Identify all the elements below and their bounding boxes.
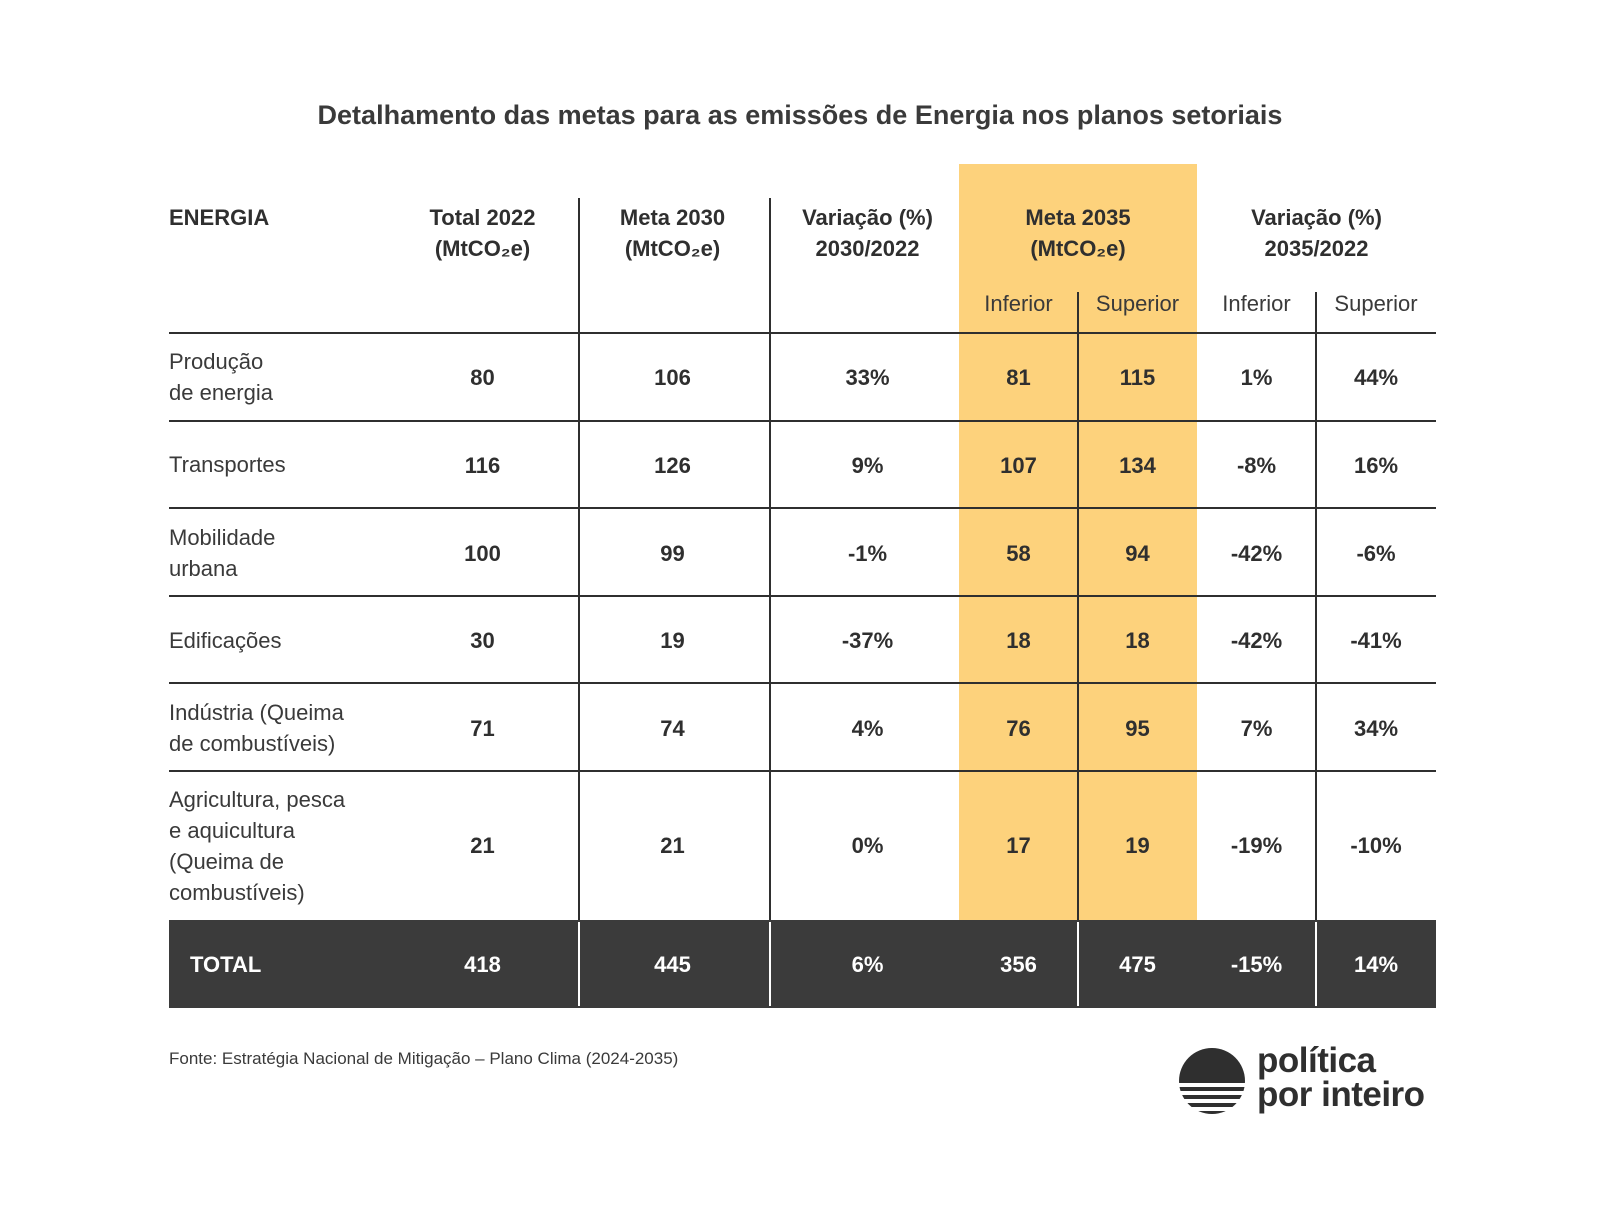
row-label: Produção de energia	[169, 349, 273, 405]
cell-total-2022: 21	[470, 833, 495, 858]
subheader-meta-superior: Superior	[1095, 291, 1180, 316]
column-divider	[578, 922, 580, 1006]
total-meta-2030: 445	[654, 952, 691, 977]
cell-meta-2035-inferior: 81	[1006, 365, 1031, 390]
cell-variacao-2035-superior: 44%	[1353, 365, 1399, 390]
row-label: Agricultura, pesca e aquicultura (Queima d…	[169, 787, 346, 905]
row-divider	[169, 420, 1436, 422]
row-label: Transportes	[169, 452, 286, 477]
cell-meta-2035-superior: 18	[1125, 628, 1150, 653]
header-energia: ENERGIA	[169, 205, 270, 230]
column-divider	[578, 198, 580, 920]
row-label: Edificações	[169, 628, 282, 653]
cell-meta-2035-superior: 19	[1125, 833, 1150, 858]
total-meta-2035-superior: 475	[1119, 952, 1156, 977]
cell-meta-2035-superior: 115	[1119, 365, 1156, 390]
cell-variacao-2030: 9%	[851, 453, 884, 478]
total-variacao-2030: 6%	[851, 952, 884, 977]
total-variacao-2035-superior: 14%	[1353, 952, 1399, 977]
row-label: Mobilidade urbana	[169, 525, 276, 581]
cell-meta-2035-superior: 95	[1125, 716, 1150, 741]
cell-meta-2035-inferior: 17	[1006, 833, 1031, 858]
column-divider	[1315, 292, 1317, 920]
total-label: TOTAL	[190, 952, 262, 977]
total-variacao-2035-inferior: -15%	[1230, 952, 1283, 977]
cell-variacao-2035-superior: -41%	[1350, 628, 1402, 653]
cell-meta-2035-superior: 134	[1119, 453, 1156, 478]
cell-variacao-2030: -1%	[847, 541, 888, 566]
logo-wordmark: política por inteiro	[1257, 1041, 1425, 1114]
cell-variacao-2035-superior: -10%	[1350, 833, 1402, 858]
cell-variacao-2035-superior: 16%	[1353, 453, 1399, 478]
cell-meta-2030: 106	[654, 365, 691, 390]
cell-variacao-2035-inferior: 7%	[1240, 716, 1273, 741]
header-meta-2035: Meta 2035 (MtCO₂e)	[1025, 205, 1131, 261]
total-meta-2035-inferior: 356	[1000, 952, 1037, 977]
cell-variacao-2035-inferior: -19%	[1230, 833, 1283, 858]
cell-meta-2035-superior: 94	[1125, 541, 1150, 566]
source-note: Fonte: Estratégia Nacional de Mitigação …	[169, 1049, 679, 1068]
cell-meta-2035-inferior: 18	[1006, 628, 1031, 653]
cell-meta-2030: 99	[660, 541, 685, 566]
header-variacao-2035: Variação (%) 2035/2022	[1251, 205, 1382, 261]
row-divider	[169, 595, 1436, 597]
cell-variacao-2035-inferior: -42%	[1230, 541, 1283, 566]
cell-variacao-2035-inferior: 1%	[1240, 365, 1273, 390]
logo-sun-icon	[1179, 1048, 1245, 1114]
subheader-var-superior: Superior	[1334, 291, 1418, 316]
header-meta-2030: Meta 2030 (MtCO₂e)	[619, 205, 726, 261]
cell-meta-2030: 74	[660, 716, 685, 741]
row-divider	[169, 507, 1436, 509]
column-divider	[769, 198, 771, 920]
row-divider	[169, 770, 1436, 772]
row-label: Indústria (Queima de combustíveis)	[169, 700, 344, 756]
cell-variacao-2035-inferior: -8%	[1236, 453, 1277, 478]
cell-variacao-2035-superior: -6%	[1356, 541, 1396, 566]
cell-variacao-2030: -37%	[841, 628, 894, 653]
cell-meta-2035-inferior: 107	[1000, 453, 1037, 478]
cell-meta-2030: 126	[654, 453, 691, 478]
column-divider	[1315, 922, 1317, 1006]
cell-variacao-2030: 4%	[851, 716, 884, 741]
row-divider	[169, 332, 1436, 334]
cell-variacao-2035-superior: 34%	[1353, 716, 1399, 741]
total-total-2022: 418	[464, 952, 501, 977]
cell-variacao-2030: 0%	[851, 833, 884, 858]
column-divider	[1077, 922, 1079, 1006]
header-variacao-2030: Variação (%) 2030/2022	[802, 205, 933, 261]
cell-variacao-2030: 33%	[845, 365, 890, 390]
column-divider	[1077, 292, 1079, 920]
cell-total-2022: 80	[470, 365, 495, 390]
header-total-2022: Total 2022 (MtCO₂e)	[429, 205, 536, 261]
cell-meta-2030: 19	[660, 628, 685, 653]
total-row	[169, 920, 1436, 1008]
column-divider	[769, 922, 771, 1006]
cell-meta-2035-inferior: 58	[1006, 541, 1031, 566]
row-divider	[169, 682, 1436, 684]
subheader-meta-inferior: Inferior	[984, 291, 1053, 316]
cell-meta-2035-inferior: 76	[1006, 716, 1031, 741]
cell-meta-2030: 21	[660, 833, 685, 858]
cell-total-2022: 100	[464, 541, 501, 566]
cell-total-2022: 116	[464, 453, 501, 478]
cell-total-2022: 30	[470, 628, 495, 653]
subheader-var-inferior: Inferior	[1222, 291, 1291, 316]
cell-variacao-2035-inferior: -42%	[1230, 628, 1283, 653]
page-title: Detalhamento das metas para as emissões …	[317, 100, 1283, 130]
cell-total-2022: 71	[470, 716, 495, 741]
